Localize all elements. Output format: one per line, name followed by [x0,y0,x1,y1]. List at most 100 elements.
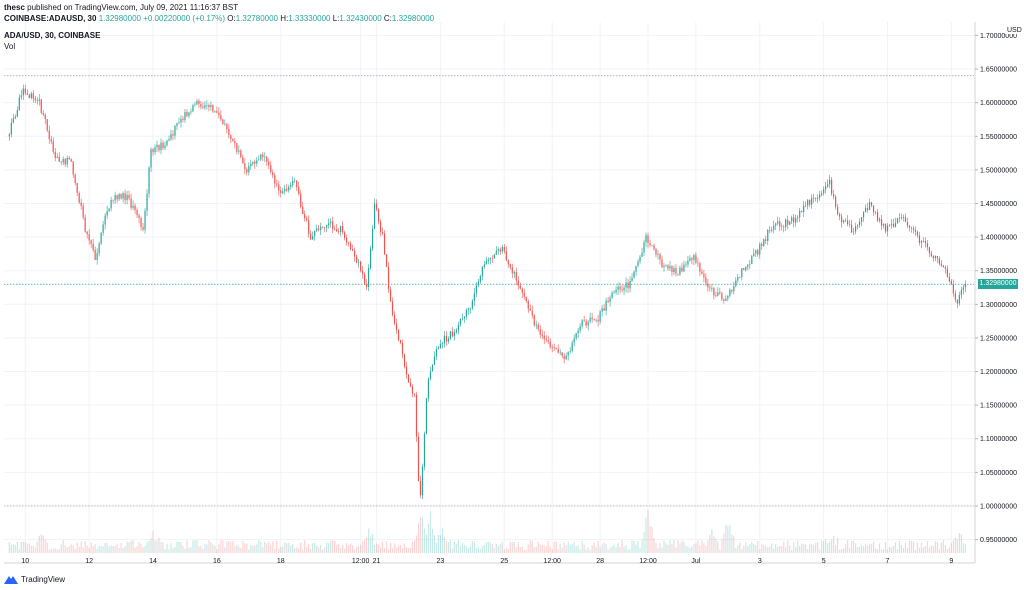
volume-bar [284,542,286,553]
high-value: 1.33330000 [288,14,331,23]
candle [870,202,873,206]
volume-bar [471,541,473,553]
volume-bar [803,543,805,553]
candle [691,258,693,260]
candle [715,295,717,297]
candle [779,221,781,227]
volume-bar [445,541,448,553]
volume-bar [373,544,376,553]
candle [393,314,396,324]
time-axis: 10 12 14 16 18 12:00 21 23 25 12:00 28 12:00 Jul 3 5 7 9 [4,558,975,565]
volume-bar [948,547,950,553]
volume-bar [835,544,837,553]
volume-bar [158,537,160,553]
candle [687,260,689,265]
candle [866,208,869,211]
candle [579,326,581,331]
volume-bar [60,544,62,553]
candle [653,245,655,249]
candle [42,112,44,115]
volume-bar [555,541,557,553]
candle [356,256,358,263]
candle [198,100,200,104]
candle [898,218,901,219]
candle [641,252,643,257]
publisher-name[interactable]: thesc [4,3,25,12]
candle [304,214,306,219]
candle [699,263,701,272]
candle [334,229,336,230]
volume-bar [529,540,531,553]
candle [781,226,783,228]
candle [489,258,491,260]
volume-bar [807,548,809,553]
volume-bar [140,544,142,553]
candle [603,308,605,311]
volume-bar [815,543,817,553]
candle [701,271,703,274]
candle [577,330,579,334]
volume-bar [611,546,613,553]
candle [40,99,42,113]
candle [242,157,244,164]
candle [254,161,256,164]
volume-bar [294,548,296,553]
candle [338,231,340,233]
volume-bar [679,543,681,553]
volume-bar [687,546,689,553]
candle [431,364,434,372]
candle [441,343,444,345]
volume-bar [825,539,827,553]
candle [547,340,549,342]
candle [228,129,230,136]
volume-bar [164,548,166,553]
footer-brand[interactable]: TradingView [4,575,65,584]
volume-bar [344,548,346,553]
volume-bar [952,540,954,553]
volume-bar [894,542,897,553]
volume-bar [120,542,122,553]
volume-bar [254,545,256,553]
candle [573,338,575,343]
price-tick-label: 1.25000000 [980,335,1017,342]
low-value: 1.32430000 [339,14,382,23]
price-tick-label: 1.00000000 [980,503,1017,510]
candle [511,267,513,274]
candle [10,122,12,135]
candle [645,235,647,243]
candle [912,228,915,230]
candle [182,118,184,120]
candle [88,234,90,241]
candle [401,342,404,355]
volume-bar [272,541,274,553]
volume-bar [799,545,801,553]
volume-bar [581,541,583,553]
candle [932,255,935,259]
time-tick-label: 5 [822,558,826,565]
volume-bar [318,547,320,553]
candle [735,280,737,287]
candle [467,308,469,310]
volume-bar [637,541,639,553]
candle [890,223,893,225]
candle [844,220,847,221]
volume-bar [42,535,44,553]
candle [144,210,146,230]
volume-bar [711,529,713,553]
candle [733,286,735,292]
volume-bar [176,541,178,553]
candle [256,160,258,164]
candle [208,105,210,108]
volume-bar [914,549,917,553]
volume-bar [673,540,675,553]
candle [529,308,531,311]
volume-bar [419,517,422,553]
candle [346,238,348,243]
volume-bar [499,543,501,553]
candle [717,292,719,296]
price-tick-label: 1.40000000 [980,235,1017,242]
candle [599,311,601,322]
candle [168,139,170,141]
volume-bar [248,549,250,553]
